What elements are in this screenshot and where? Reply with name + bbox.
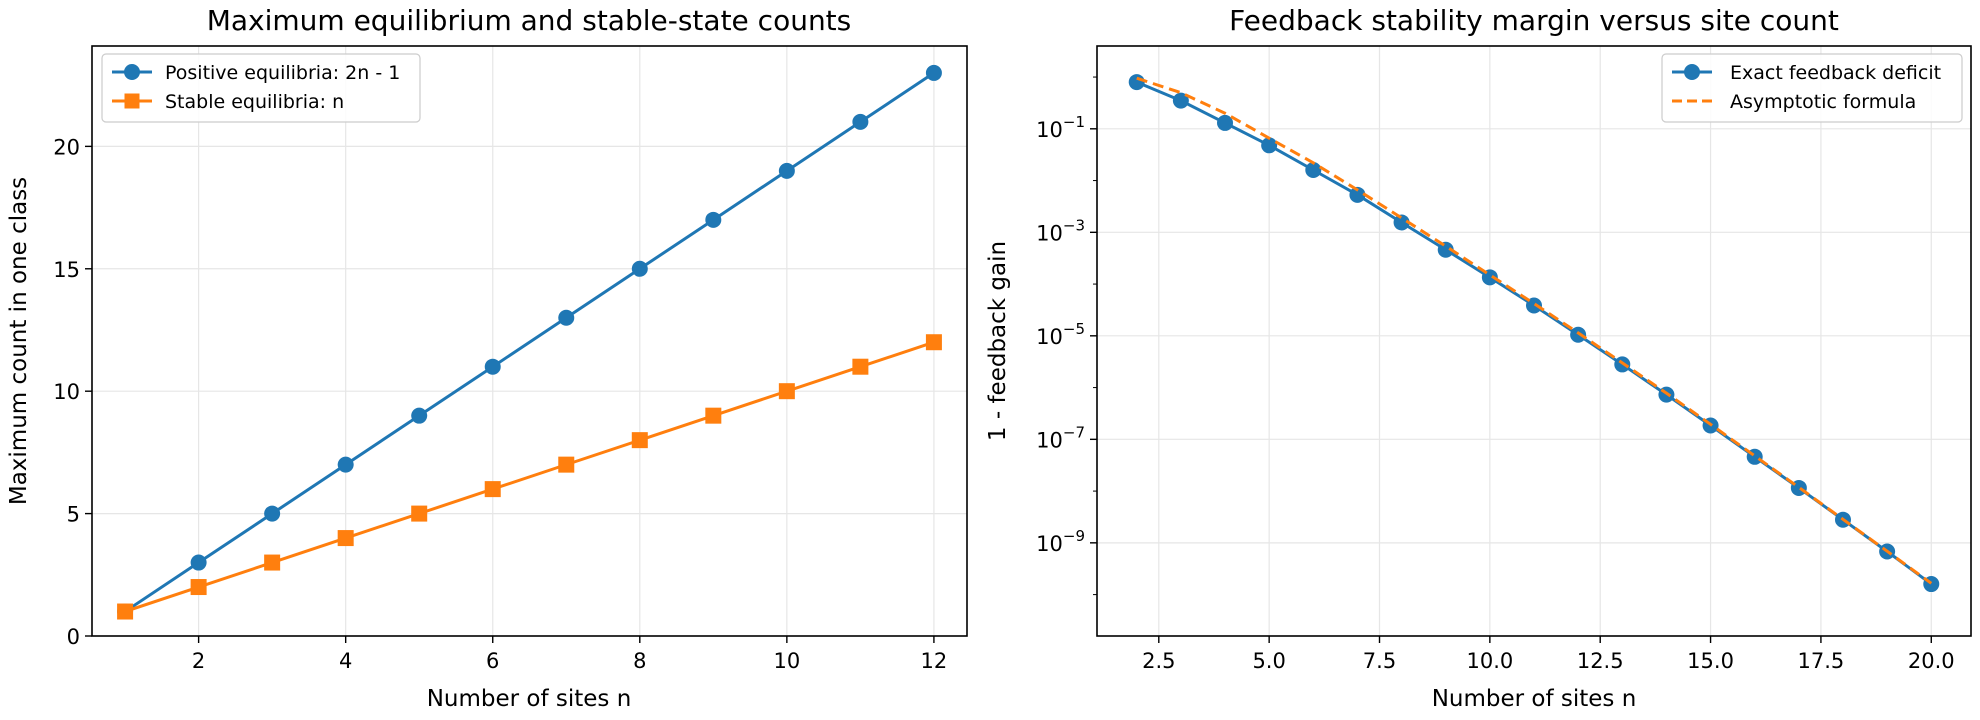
data-point xyxy=(705,407,722,424)
series-line xyxy=(1136,76,1933,585)
legend-marker-circle xyxy=(1684,64,1700,80)
chart-panel-stability-margin: Feedback stability margin versus site co… xyxy=(985,4,1972,712)
data-point xyxy=(925,64,942,81)
x-tick-label: 17.5 xyxy=(1798,649,1845,673)
chart-title: Feedback stability margin versus site co… xyxy=(1229,4,1839,37)
legend-label: Positive equilibria: 2n - 1 xyxy=(165,62,400,84)
x-tick-label: 10 xyxy=(773,649,800,673)
y-tick-label: 10−7 xyxy=(1036,423,1085,452)
data-point xyxy=(1437,241,1454,258)
x-tick-label: 20.0 xyxy=(1908,649,1955,673)
data-point xyxy=(1570,326,1587,343)
y-tick-label: 10−3 xyxy=(1036,216,1085,245)
series-line xyxy=(124,340,935,613)
series-layer xyxy=(1128,74,1940,593)
data-point xyxy=(1393,214,1410,231)
data-point xyxy=(1349,186,1366,203)
data-point xyxy=(190,554,207,571)
x-tick-label: 10.0 xyxy=(1466,649,1513,673)
data-point xyxy=(1526,297,1542,314)
data-point xyxy=(778,162,795,179)
x-tick-label: 12.5 xyxy=(1577,649,1624,673)
data-point xyxy=(778,383,795,400)
data-point xyxy=(925,334,942,351)
legend-marker-circle xyxy=(124,64,140,80)
legend-label: Exact feedback deficit xyxy=(1730,62,1941,84)
legend-label: Stable equilibria: n xyxy=(165,91,344,113)
series-line xyxy=(124,71,935,613)
x-axis-label: Number of sites n xyxy=(427,686,632,712)
legend-marker-square xyxy=(124,93,140,109)
y-tick-label: 10−9 xyxy=(1036,527,1085,556)
y-tick-label: 0 xyxy=(67,625,80,649)
y-tick-label: 15 xyxy=(53,258,80,282)
data-point xyxy=(631,260,648,277)
plot-frame xyxy=(1096,45,1972,637)
data-point xyxy=(1128,74,1145,91)
data-point xyxy=(484,358,501,375)
legend-box xyxy=(1661,53,1963,123)
legend: Exact feedback deficit Asymptotic formul… xyxy=(1661,53,1963,123)
series-line xyxy=(1136,80,1933,586)
y-axis-label: 1 - feedback gain xyxy=(985,241,1011,441)
data-point xyxy=(852,113,869,130)
y-tick-label: 5 xyxy=(67,503,80,527)
data-point xyxy=(411,505,428,522)
y-tick-label: 20 xyxy=(53,135,80,159)
y-tick-label: 10−1 xyxy=(1036,113,1085,142)
x-tick-label: 7.5 xyxy=(1363,649,1396,673)
data-point xyxy=(1217,114,1234,131)
x-tick-label: 5.0 xyxy=(1252,649,1285,673)
data-point xyxy=(705,211,722,228)
data-point xyxy=(337,530,354,547)
data-point xyxy=(1172,92,1189,109)
y-tick-label: 10 xyxy=(53,380,80,404)
chart-panel-equilibrium-counts: Maximum equilibrium and stable-state cou… xyxy=(6,4,968,712)
plot-frame xyxy=(91,45,968,637)
data-point xyxy=(852,358,869,375)
data-point xyxy=(558,309,575,326)
data-point xyxy=(484,481,501,498)
x-tick-label: 6 xyxy=(486,649,499,673)
chart-title: Maximum equilibrium and stable-state cou… xyxy=(207,4,852,37)
data-point xyxy=(337,456,354,473)
legend-box xyxy=(101,53,421,123)
data-point xyxy=(190,579,207,596)
series-layer xyxy=(117,64,942,620)
x-tick-label: 4 xyxy=(339,649,352,673)
x-axis-label: Number of sites n xyxy=(1432,686,1637,712)
data-point xyxy=(631,432,648,449)
x-tick-label: 8 xyxy=(633,649,646,673)
grid xyxy=(1097,46,1971,636)
axis-ticks: 2 4 6 8 10 12 0 5 10 15 20 xyxy=(53,135,947,673)
legend: Positive equilibria: 2n - 1 Stable equil… xyxy=(101,53,421,123)
x-tick-label: 15.0 xyxy=(1687,649,1734,673)
data-point xyxy=(264,505,281,522)
legend-label: Asymptotic formula xyxy=(1730,91,1916,113)
data-point xyxy=(558,456,575,473)
data-point xyxy=(264,554,281,571)
data-point xyxy=(411,407,428,424)
x-tick-label: 2.5 xyxy=(1142,649,1175,673)
x-tick-label: 2 xyxy=(192,649,205,673)
data-point xyxy=(1305,161,1322,178)
data-point xyxy=(1261,137,1278,154)
y-axis-label: Maximum count in one class xyxy=(6,177,32,505)
y-tick-label: 10−5 xyxy=(1036,320,1085,349)
x-tick-label: 12 xyxy=(921,649,948,673)
axis-ticks: 2.5 5.0 7.5 10.0 12.5 15.0 17.5 20.0 10−1 10−3 10−… xyxy=(1036,76,1955,673)
data-point xyxy=(117,603,134,620)
